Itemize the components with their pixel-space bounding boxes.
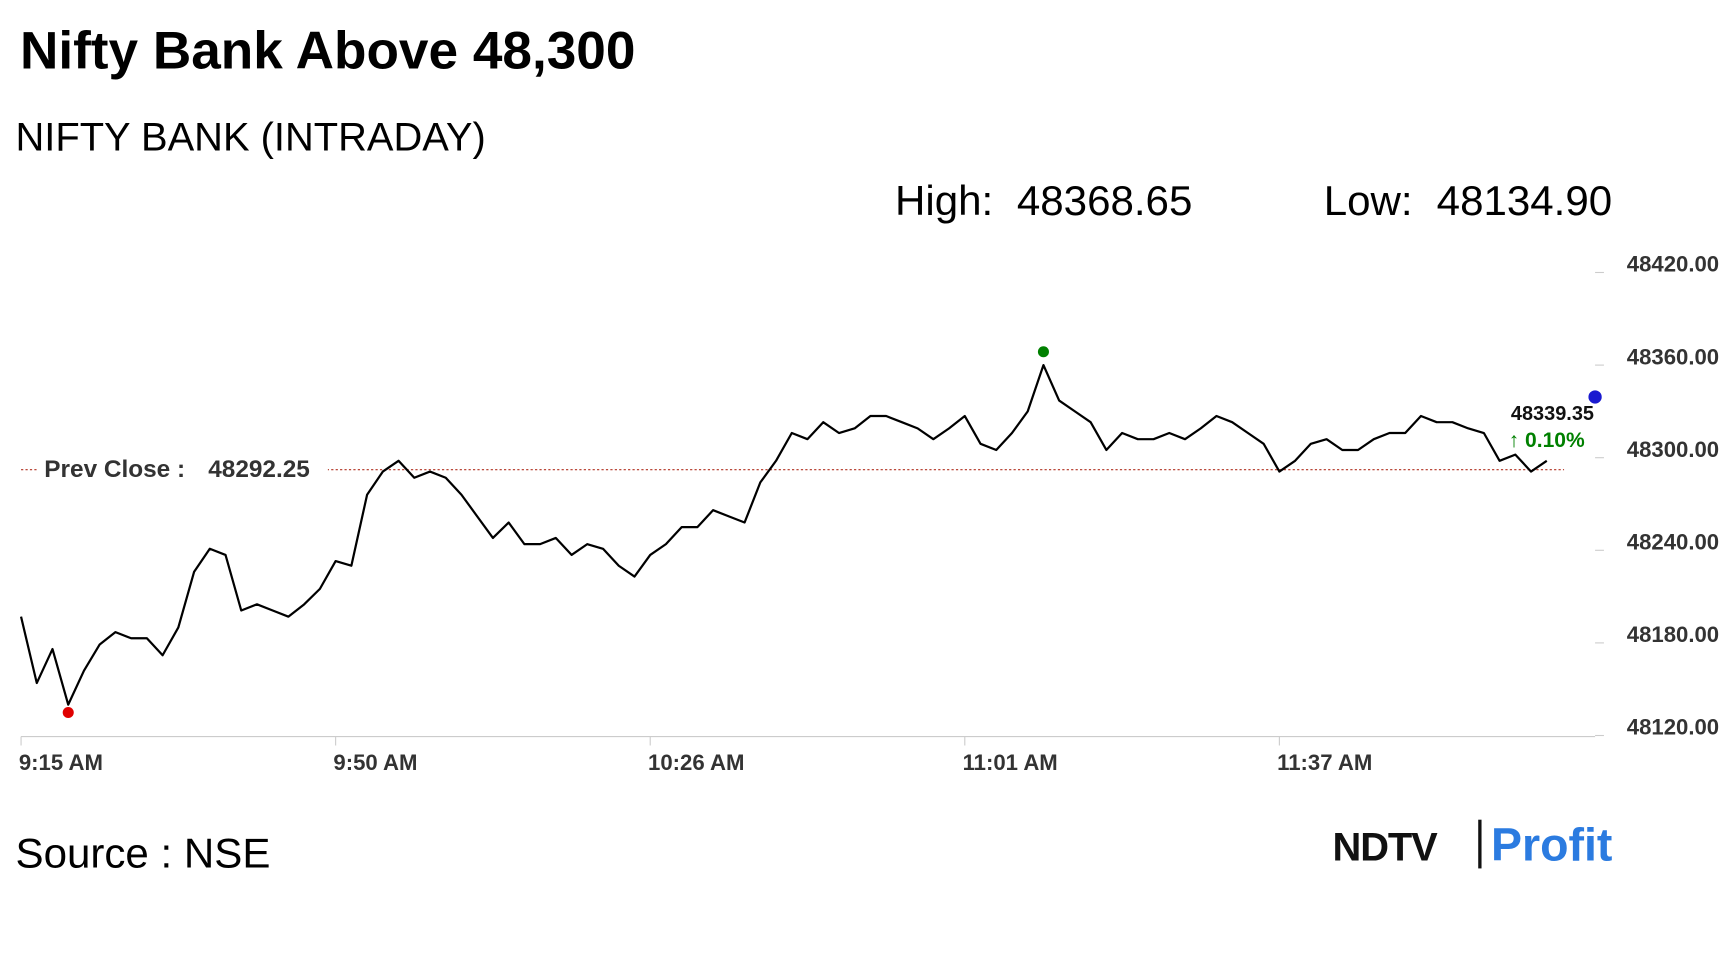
- prev-close-bg: [37, 454, 328, 483]
- last-value: 48339.35: [1511, 403, 1594, 425]
- change-label: ↑ 0.10%: [1509, 429, 1585, 452]
- x-tick-label: 10:26 AM: [648, 750, 744, 775]
- y-tick-label: 48300.00: [1627, 437, 1719, 462]
- logo-product: Profit: [1491, 819, 1612, 871]
- x-tick-label: 9:50 AM: [333, 750, 417, 775]
- y-tick-label: 48240.00: [1627, 529, 1719, 554]
- chart-subtitle: NIFTY BANK (INTRADAY): [16, 116, 486, 160]
- prev-close-label: Prev Close :: [44, 456, 185, 483]
- price-line: [19, 363, 1548, 706]
- high-value: 48368.65: [1017, 177, 1193, 224]
- x-tick-label: 11:01 AM: [963, 750, 1058, 775]
- logo-brand: NDTV: [1333, 826, 1439, 870]
- y-tick-label: 48120.00: [1627, 715, 1719, 740]
- y-tick-label: 48420.00: [1627, 252, 1719, 277]
- last-marker: [1588, 390, 1602, 404]
- y-tick-label: 48180.00: [1627, 622, 1719, 647]
- high-marker: [1037, 346, 1049, 358]
- prev-close-value: 48292.25: [208, 456, 310, 483]
- source: Source : NSE: [16, 829, 271, 876]
- low-value: 48134.90: [1437, 177, 1613, 224]
- low-marker: [62, 706, 74, 719]
- low-label: Low:: [1324, 177, 1413, 224]
- chart-title: Nifty Bank Above 48,300: [20, 22, 635, 81]
- y-tick-label: 48360.00: [1627, 344, 1719, 369]
- x-tick-label: 11:37 AM: [1277, 750, 1372, 775]
- x-tick-label: 9:15 AM: [19, 750, 103, 775]
- high-label: High:: [895, 177, 993, 224]
